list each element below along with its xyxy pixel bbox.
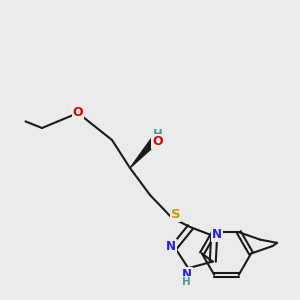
Text: H: H [182,277,191,287]
Polygon shape [130,137,158,168]
Text: N: N [212,228,222,241]
Text: N: N [182,268,192,281]
Text: O: O [73,106,83,119]
Text: S: S [171,208,180,221]
Text: O: O [152,135,163,148]
Text: N: N [166,240,176,253]
Text: H: H [152,128,162,141]
